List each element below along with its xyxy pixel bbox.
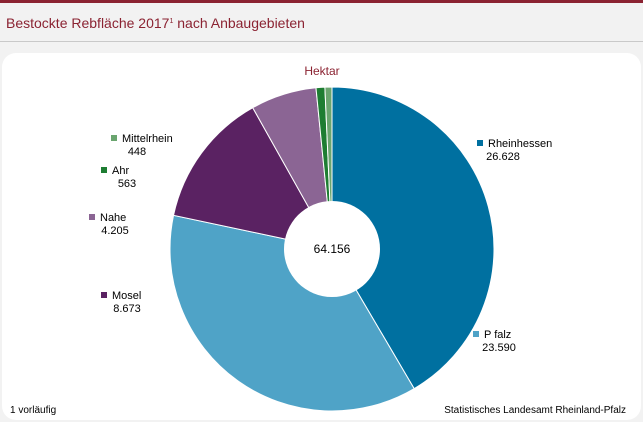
title-main: Bestockte Rebfläche 2017 — [6, 15, 170, 31]
label-name-ahr: Ahr — [112, 165, 129, 177]
label-value-nahe: 4.205 — [101, 225, 129, 237]
slice-mosel — [172, 107, 333, 250]
title-bar: Bestockte Rebfläche 20171 nach Anbaugebi… — [0, 3, 643, 41]
legend-swatch-ahr — [101, 167, 107, 173]
legend-swatch-nahe — [89, 214, 95, 220]
label-name-mosel: Mosel — [112, 290, 141, 302]
slice-p-falz — [169, 214, 415, 412]
label-value-mittelrhein: 448 — [128, 146, 146, 158]
label-name-nahe: Nahe — [100, 212, 126, 224]
source-note: Statistisches Landesamt Rheinland-Pfalz — [444, 405, 626, 416]
legend-swatch-mittelrhein — [111, 135, 117, 141]
chart-title: Bestockte Rebfläche 20171 nach Anbaugebi… — [6, 15, 305, 31]
unit-label: Hektar — [304, 64, 339, 78]
label-name-p-falz: P falz — [484, 329, 511, 341]
label-value-ahr: 563 — [118, 178, 136, 190]
top-accent-rule — [0, 0, 643, 3]
slice-rheinhessen — [331, 86, 495, 390]
legend-swatch-p-falz — [473, 331, 479, 337]
footnote: 1 vorläufig — [10, 405, 56, 416]
total-value: 64.156 — [314, 242, 351, 256]
legend-swatch-mosel — [101, 292, 107, 298]
title-divider — [0, 41, 643, 42]
label-name-mittelrhein: Mittelrhein — [122, 133, 173, 145]
donut-hole — [284, 201, 380, 297]
label-value-rheinhessen: 26.628 — [486, 151, 520, 163]
label-value-mosel: 8.673 — [113, 303, 141, 315]
title-rest: nach Anbaugebieten — [173, 15, 305, 31]
legend-swatch-rheinhessen — [477, 140, 483, 146]
title-footnote-marker: 1 — [169, 18, 174, 25]
label-name-rheinhessen: Rheinhessen — [488, 138, 552, 150]
label-value-p-falz: 23.590 — [482, 342, 516, 354]
